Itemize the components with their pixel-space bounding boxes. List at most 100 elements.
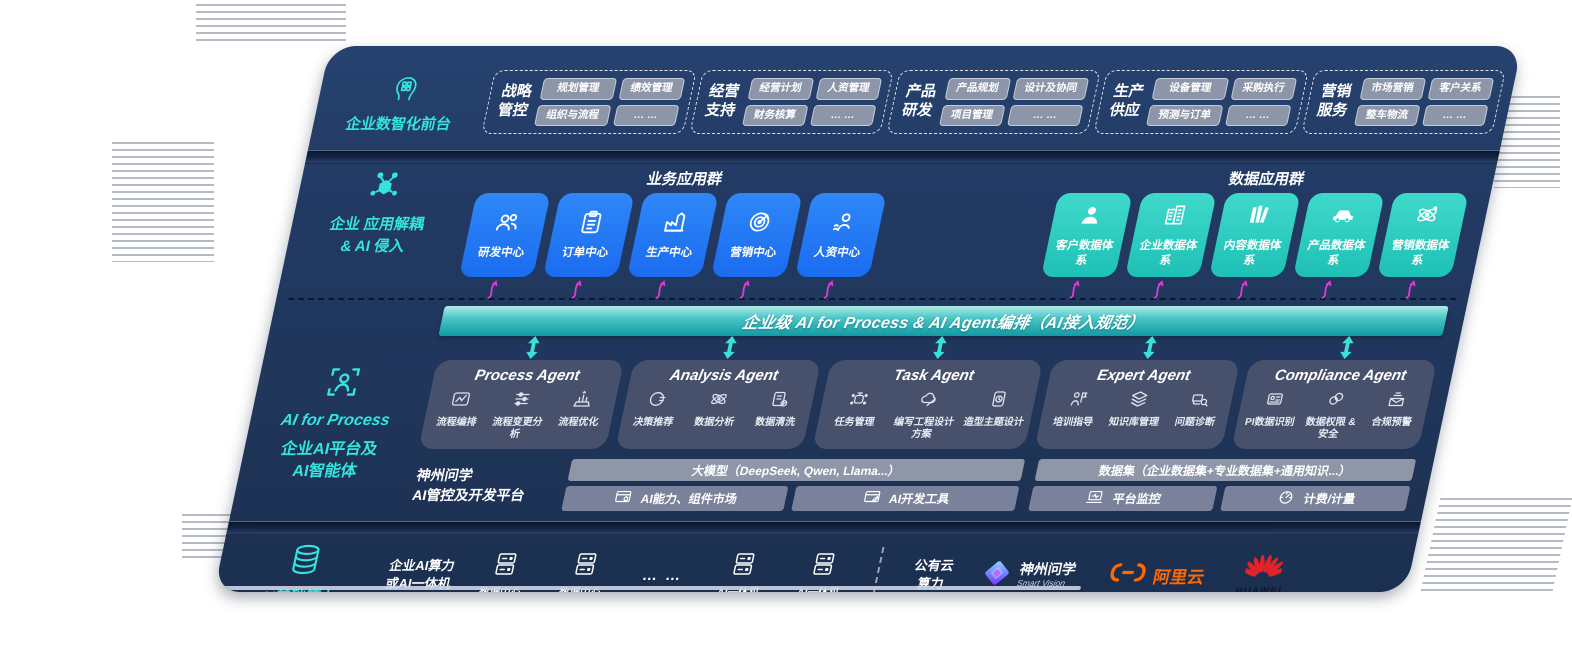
front-office-group: 产品研发 产品规划 设计及协同 项目管理 … …: [885, 69, 1101, 135]
module-pill: … …: [1224, 104, 1292, 127]
target-icon: [743, 209, 776, 240]
module-pill: 产品规划: [944, 77, 1011, 100]
agent-item-label: 数据分析: [692, 417, 736, 428]
decoupling-label-line2: & AI 侵入: [338, 237, 407, 255]
magenta-arrow-icon: [1153, 280, 1164, 299]
devtools-icon: [859, 488, 883, 509]
decoupling-label-block: 企业 应用解耦 & AI 侵入: [285, 168, 474, 256]
vendor-alibaba-cloud: 阿里云: [1106, 561, 1208, 589]
module-pill: … …: [1006, 104, 1084, 127]
datacenter-server: 数据中心: [477, 551, 529, 592]
module-pill: 财务核算: [741, 104, 809, 127]
agent-item-label: 知识库管理: [1107, 417, 1160, 428]
group-title: 经营支持: [703, 83, 742, 119]
card-content-data: 内容数据体系: [1208, 193, 1301, 277]
front-office-group: 生产供应 设备管理 采购执行 预测与订单 … …: [1093, 69, 1309, 135]
decision-face-icon: [644, 389, 671, 414]
components-market-icon: [611, 488, 635, 509]
module-pill: … …: [612, 104, 680, 127]
servers-ellipsis: … …: [640, 566, 685, 584]
module-pill: 整车物流: [1353, 104, 1421, 127]
decor-lines-top-left: [196, 4, 346, 42]
flow-chart-icon: [447, 389, 474, 414]
cloud-pen-icon: [915, 389, 942, 414]
front-office-label: 企业数智化前台: [344, 115, 453, 133]
shenzhou-diamond-logo-icon: [978, 558, 1015, 593]
monitor-laptop-icon: [1083, 488, 1107, 509]
server-icon: [490, 551, 521, 582]
module-pill: 绩效管理: [618, 77, 685, 100]
card-product-data: 产品数据体系: [1292, 193, 1385, 277]
business-app-group: 业务应用群 研发中心 订单中心: [454, 168, 892, 299]
hr-person-icon: [827, 209, 860, 240]
server-icon: [570, 551, 601, 582]
vendor-name: 神州问学: [1018, 560, 1078, 577]
teal-double-arrow-icon: [526, 336, 540, 359]
ai-appliance: AI一体机: [716, 551, 768, 592]
card-label: 研发中心: [476, 247, 526, 260]
teal-double-arrow-icon: [933, 336, 947, 359]
datacenter-server: 数据中心: [557, 551, 609, 592]
atom-icon: [1410, 202, 1443, 233]
layer-front-office: 企业数智化前台 战略管控 规划管理 绩效管理 组织与流程 … … 经营支持 经营…: [308, 46, 1522, 150]
agent-item-label: 决策推荐: [632, 417, 675, 428]
model-header: 大模型（DeepSeek, Qwen, Llama...）: [567, 459, 1025, 481]
card-production-center: 生产中心: [626, 193, 719, 277]
layer-infrastructure: AI基础算力 企业AI算力 或AI一体机 数据中心 数据中心 … … AI: [214, 535, 1418, 592]
group-title: 产品研发: [900, 83, 939, 119]
layer-edge: [226, 521, 1422, 535]
building-icon: [1158, 202, 1191, 233]
module-pill: 客户关系: [1427, 77, 1494, 100]
decor-lines-right-bottom: [1419, 498, 1572, 596]
module-pill: 设备管理: [1151, 77, 1229, 100]
agent-item-label: 任务管理: [833, 417, 876, 428]
front-office-group: 营销服务 市场营销 客户关系 整车物流 … …: [1300, 69, 1506, 135]
card-label: 营销中心: [728, 247, 778, 260]
agent-title: Process Agent: [473, 367, 582, 384]
person-icon: [1074, 202, 1107, 233]
ai-devtools-cell: AI开发工具: [791, 486, 1020, 511]
server-icon: [728, 551, 759, 582]
module-pill: 设计及协同: [1012, 77, 1090, 100]
vendor-tagline: Smart Vision: [1015, 578, 1067, 589]
model-panel: 大模型（DeepSeek, Qwen, Llama...） AI能力、组件市场 …: [561, 459, 1025, 511]
users-icon: [491, 209, 524, 240]
card-hr-center: 人资中心: [794, 193, 887, 277]
infra-label-block: AI基础算力: [214, 543, 394, 592]
dataset-header: 数据集（企业数据集+专业数据集+通用知识...）: [1034, 459, 1417, 481]
magenta-arrow-icon: [571, 280, 582, 299]
dashed-vertical-divider: [870, 547, 885, 592]
optimize-icon: [569, 389, 596, 414]
group-title: 营销服务: [1315, 83, 1354, 119]
compliance-agent-box: Compliance Agent PI数据识别 数据权限 & 安全 合规预警: [1231, 360, 1438, 449]
platform-monitor-cell: 平台监控: [1027, 486, 1218, 511]
magenta-arrow-icon: [487, 280, 498, 299]
agent-item-label: 造型主题设计: [962, 417, 1025, 428]
atom-icon: [705, 389, 732, 414]
front-office-label-block: 企业数智化前台: [311, 70, 495, 135]
ai-platform-label-line2: 企业AI平台及: [279, 440, 380, 458]
layer-decoupling: 企业 应用解耦 & AI 侵入 业务应用群 研发中心: [276, 164, 1496, 299]
rings-icon: [1321, 389, 1348, 414]
module-pill: … …: [809, 104, 877, 127]
orchestration-layer: 企业级 AI for Process & AI Agent编排（AI接入规范）: [268, 298, 1468, 336]
teal-double-arrow-icon: [1143, 336, 1157, 359]
magenta-arrow-icon: [1321, 280, 1332, 299]
magenta-arrow-icon: [1405, 280, 1416, 299]
compute-line1: 企业AI算力: [388, 557, 457, 573]
vendor-shenzhou: 神州问学 Smart Vision: [978, 558, 1078, 593]
card-order-center: 订单中心: [542, 193, 635, 277]
agent-item-label: PI数据识别: [1243, 417, 1296, 428]
car-icon: [1325, 202, 1360, 233]
public-cloud-label: 公有云 算力: [909, 557, 956, 592]
card-label: 人资中心: [812, 247, 862, 260]
magenta-arrow-icon: [1069, 280, 1080, 299]
factory-icon: [659, 209, 692, 240]
card-label: 内容数据体系: [1222, 240, 1283, 267]
server-label: AI一体机: [796, 585, 841, 593]
business-group-title: 业务应用群: [645, 171, 724, 188]
huawei-flower-logo-icon: [1241, 553, 1286, 585]
vendor-huawei: HUAWEI: [1234, 553, 1290, 592]
agent-item-label: 流程编排: [435, 417, 478, 428]
decor-lines-left: [112, 142, 214, 262]
